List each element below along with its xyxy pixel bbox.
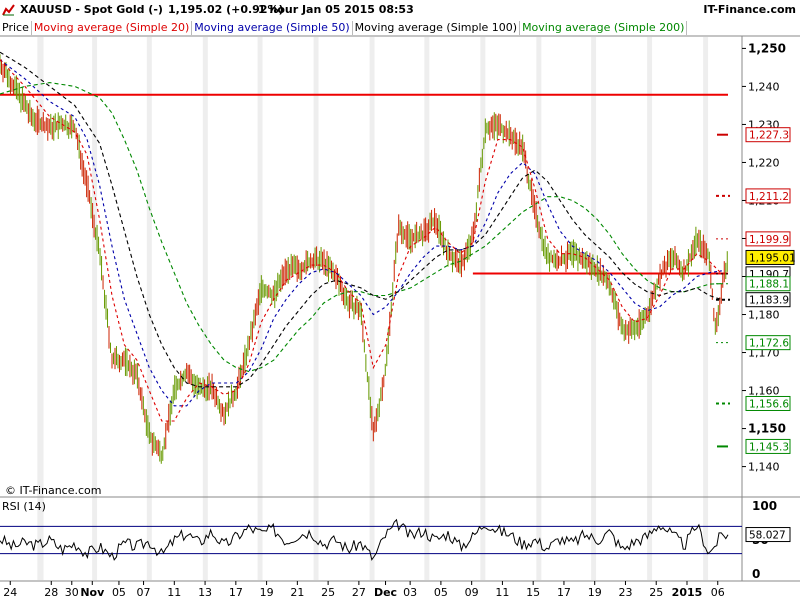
price-level-label: 1,227.3 xyxy=(749,130,789,142)
x-tick-label: 13 xyxy=(198,586,212,599)
price-level-box xyxy=(745,231,791,247)
weekend-shade xyxy=(703,37,709,580)
instrument-logo-icon xyxy=(2,4,15,16)
price-level-label: 1,156.6 xyxy=(749,398,789,410)
x-tick-label: 17 xyxy=(229,586,243,599)
weekend-shade xyxy=(92,37,98,580)
y-tick-label: 1,140 xyxy=(748,461,780,474)
x-tick-label: 30 xyxy=(65,586,79,599)
x-tick-label: 28 xyxy=(44,586,58,599)
copyright-note: © IT-Finance.com xyxy=(5,484,102,497)
price-level-label: 1,145.3 xyxy=(749,441,789,453)
y-tick-label: 1,160 xyxy=(748,385,780,398)
x-tick-label: 11 xyxy=(495,586,509,599)
x-tick-label: 27 xyxy=(352,586,366,599)
rsi-line xyxy=(0,518,729,561)
weekend-shade xyxy=(369,37,375,580)
x-tick-label: Nov xyxy=(80,586,105,599)
y-tick-label: 1,240 xyxy=(748,80,780,93)
last-quote: 1,195.02 (+0.92%) xyxy=(168,3,284,16)
x-tick-label: 03 xyxy=(403,586,417,599)
weekend-shade xyxy=(591,37,597,580)
x-tick-label: 19 xyxy=(260,586,274,599)
price-level-label: 1,172.6 xyxy=(749,338,789,350)
price-level-box xyxy=(745,395,791,411)
brand-label: IT-Finance.com xyxy=(703,3,796,16)
price-level-box xyxy=(745,292,791,308)
rsi-y-tick-label: 100 xyxy=(752,499,777,513)
x-tick-label: 25 xyxy=(649,586,663,599)
x-tick-label: 2015 xyxy=(672,586,703,599)
x-tick-label: Dec xyxy=(374,586,397,599)
weekend-shade xyxy=(257,37,263,580)
legend: Price Moving average (Simple 20) Moving av… xyxy=(0,21,688,35)
x-tick-label: 21 xyxy=(290,586,304,599)
x-tick-label: 07 xyxy=(137,586,151,599)
price-level-label: 1,211.2 xyxy=(749,191,789,203)
y-tick-label: 1,180 xyxy=(748,309,780,322)
x-tick-label: 25 xyxy=(321,586,335,599)
price-level-box xyxy=(745,188,791,204)
x-tick-label: 17 xyxy=(557,586,571,599)
x-tick-label: 24 xyxy=(3,586,17,599)
sma-200-line xyxy=(0,82,722,373)
rsi-value-box xyxy=(745,527,791,543)
legend-item-4[interactable]: Moving average (Simple 200) xyxy=(520,21,688,35)
chart-header: XAUUSD - Spot Gold (-) 1,195.02 (+0.92%)… xyxy=(0,0,800,20)
weekend-shade xyxy=(480,37,486,580)
x-tick-label: 06 xyxy=(711,586,725,599)
price-level-box xyxy=(745,276,791,292)
price-level-box xyxy=(745,438,791,454)
x-tick-label: 23 xyxy=(618,586,632,599)
sma-100-line xyxy=(0,51,722,388)
rsi-panel-label: RSI (14) xyxy=(2,500,46,513)
legend-item-0[interactable]: Price xyxy=(0,21,32,35)
weekend-shade xyxy=(536,37,542,580)
x-tick-label: 05 xyxy=(434,586,448,599)
price-level-label: 1,183.9 xyxy=(749,295,789,307)
price-level-box xyxy=(745,335,791,351)
current-price-box xyxy=(745,249,795,265)
y-tick-label: 1,250 xyxy=(748,41,786,55)
price-level-label: 1,199.9 xyxy=(749,234,789,246)
x-tick-label: 05 xyxy=(112,586,126,599)
x-tick-label: 15 xyxy=(526,586,540,599)
price-level-box xyxy=(745,127,791,143)
weekend-shade xyxy=(313,37,319,580)
sma-50-line xyxy=(0,59,722,407)
weekend-shade xyxy=(146,37,152,580)
y-tick-label: 1,150 xyxy=(748,422,786,436)
instrument-title: XAUUSD - Spot Gold (-) xyxy=(20,3,163,16)
legend-item-2[interactable]: Moving average (Simple 50) xyxy=(192,21,353,35)
weekend-shade xyxy=(424,37,430,580)
interval-timestamp: 1 hour Jan 05 2015 08:53 xyxy=(258,3,414,16)
sma-20-line xyxy=(0,59,723,422)
y-tick-label: 1,220 xyxy=(748,156,780,169)
x-tick-label: 09 xyxy=(465,586,479,599)
weekend-shade xyxy=(202,37,208,580)
price-level-label: 1,188.1 xyxy=(749,279,789,291)
x-tick-label: 19 xyxy=(588,586,602,599)
price-level-label: 1,195.01 xyxy=(749,252,796,264)
x-tick-label: 11 xyxy=(167,586,181,599)
legend-item-3[interactable]: Moving average (Simple 100) xyxy=(353,21,521,35)
weekend-shade xyxy=(37,37,44,580)
rsi-value-label: 58.027 xyxy=(749,530,786,542)
legend-item-1[interactable]: Moving average (Simple 20) xyxy=(32,21,193,35)
rsi-y-tick-label: 0 xyxy=(752,567,760,581)
